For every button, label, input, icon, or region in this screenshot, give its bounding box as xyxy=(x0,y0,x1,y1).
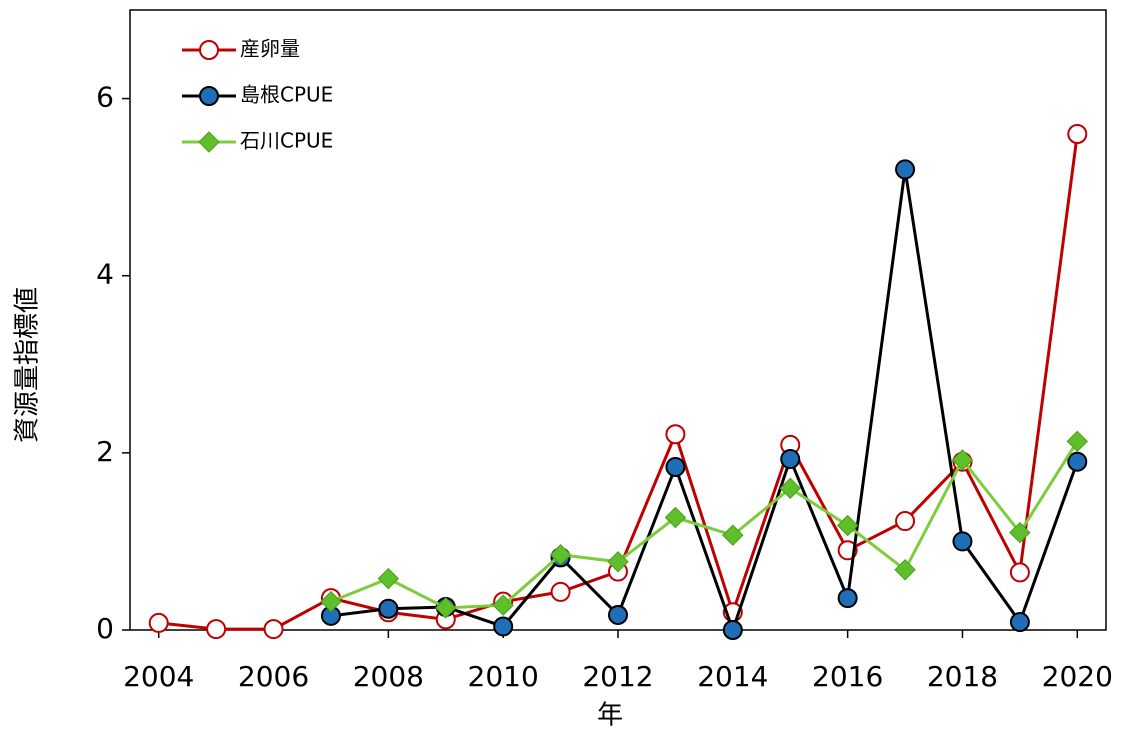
data-point xyxy=(377,567,400,590)
x-tick-label: 2020 xyxy=(1042,660,1113,693)
data-point xyxy=(493,616,514,637)
data-point xyxy=(549,544,572,566)
y-tick-label: 4 xyxy=(96,258,114,291)
x-tick-label: 2018 xyxy=(927,660,998,693)
data-point xyxy=(780,449,801,470)
data-point xyxy=(320,590,342,613)
data-point xyxy=(435,597,457,619)
data-point xyxy=(1009,612,1030,633)
x-tick-label: 2016 xyxy=(812,660,883,693)
data-point xyxy=(895,511,916,532)
data-point xyxy=(148,612,169,633)
x-tick-label: 2008 xyxy=(353,660,424,693)
legend-marker xyxy=(199,40,219,60)
data-point xyxy=(1009,521,1031,544)
y-tick-label: 6 xyxy=(96,81,114,114)
legend-marker xyxy=(198,131,220,153)
data-point xyxy=(608,604,628,625)
data-point xyxy=(951,449,974,471)
data-point xyxy=(206,619,227,640)
data-point xyxy=(492,594,514,616)
data-point xyxy=(894,559,916,581)
x-tick-label: 2006 xyxy=(238,660,309,693)
data-point xyxy=(779,477,801,499)
data-point xyxy=(665,424,686,445)
series-line xyxy=(330,169,1079,635)
data-point xyxy=(836,514,859,537)
x-tick-label: 2004 xyxy=(123,660,194,693)
x-axis-label: 年 xyxy=(597,701,623,731)
data-point xyxy=(1009,562,1030,583)
data-point xyxy=(378,598,399,619)
data-point xyxy=(722,620,743,640)
y-axis-label: 資源量指標値 xyxy=(13,287,43,443)
x-tick-label: 2012 xyxy=(582,660,653,693)
legend-label: 産卵量 xyxy=(240,37,300,61)
y-tick-label: 0 xyxy=(96,612,114,645)
data-point xyxy=(665,457,686,478)
data-point xyxy=(1066,430,1089,453)
legend-label: 島根CPUE xyxy=(240,83,333,107)
legend-marker xyxy=(199,86,219,106)
y-tick-label: 2 xyxy=(96,435,114,468)
x-tick-label: 2014 xyxy=(697,660,768,693)
data-point xyxy=(550,581,571,602)
data-point xyxy=(952,531,973,552)
data-point xyxy=(895,159,916,180)
data-point xyxy=(722,524,744,546)
data-point xyxy=(1067,124,1088,144)
data-point xyxy=(664,506,687,529)
data-point xyxy=(837,588,858,609)
data-point xyxy=(607,551,629,573)
data-point xyxy=(263,619,284,640)
x-tick-label: 2010 xyxy=(468,660,539,693)
data-point xyxy=(1067,451,1088,472)
legend-label: 石川CPUE xyxy=(240,129,333,153)
